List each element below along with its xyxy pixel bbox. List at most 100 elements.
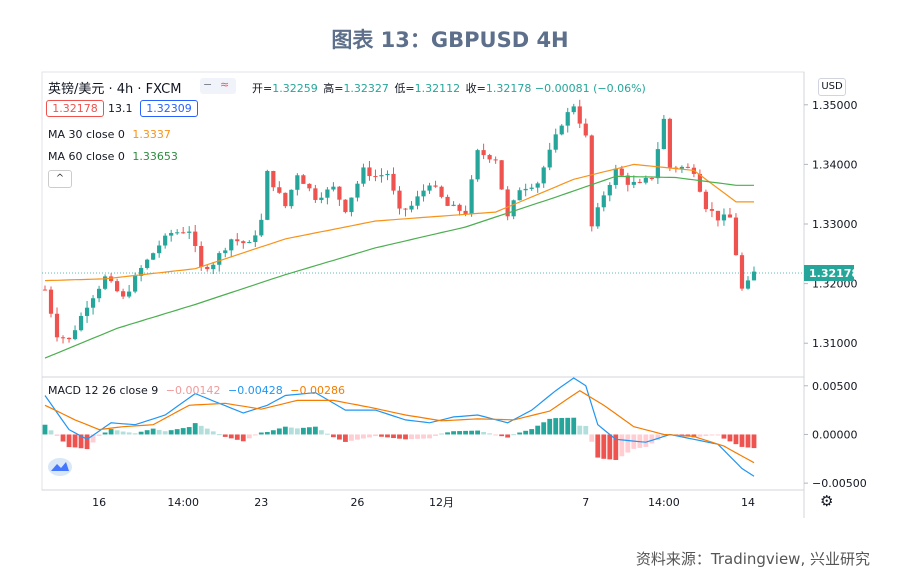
candle-body	[409, 205, 414, 210]
macd-histogram-bar	[174, 429, 180, 435]
macd-histogram-bar	[156, 429, 162, 435]
macd-histogram-bar	[361, 434, 366, 439]
candle-body	[427, 185, 432, 191]
candle-body	[733, 217, 739, 256]
compare-indicator-button[interactable]: − ≈	[200, 78, 236, 94]
settings-gear-icon[interactable]: ⚙	[820, 492, 834, 510]
macd-histogram-bar	[288, 427, 294, 435]
candle-body	[697, 173, 703, 192]
macd-histogram-bar	[745, 434, 751, 448]
macd-histogram-bar	[547, 418, 553, 435]
candle-body	[607, 184, 612, 196]
candle-body	[271, 170, 276, 188]
macd-histogram-bar	[523, 430, 529, 435]
macd-histogram-bar	[90, 434, 96, 443]
candle-body	[433, 185, 438, 187]
candle-body	[54, 313, 60, 338]
macd-tick-label: 0.00500	[812, 380, 858, 393]
candle-body	[565, 112, 570, 126]
currency-button[interactable]: USD	[818, 78, 846, 96]
candle-body	[655, 149, 660, 179]
candle-body	[643, 178, 648, 183]
candle-body	[523, 188, 528, 191]
open-value: 1.32259	[272, 82, 318, 95]
macd-histogram-bar	[715, 434, 721, 436]
ma60-label: MA 60 close 0	[48, 150, 125, 163]
macd-histogram-bar	[72, 434, 78, 448]
candle-body	[325, 189, 330, 198]
candle-body	[475, 150, 480, 180]
macd-histogram-bar	[120, 431, 126, 435]
macd-histogram-bar	[264, 432, 270, 435]
candle-body	[637, 181, 642, 183]
symbol-legend[interactable]: 英镑/美元 · 4h · FXCM	[48, 82, 182, 97]
tradingview-logo-icon[interactable]	[48, 458, 72, 476]
candle-body	[48, 289, 54, 314]
candle-body	[517, 190, 522, 201]
macd-histogram-bar	[228, 434, 234, 439]
ma60-line	[44, 175, 754, 359]
candle-body	[343, 199, 348, 213]
candle-body	[541, 167, 546, 184]
candle-body	[229, 239, 234, 251]
candle-body	[355, 183, 360, 198]
macd-histogram-bar	[655, 434, 661, 440]
source-note: 资料来源：Tradingview, 兴业研究	[635, 550, 870, 568]
macd-histogram-bar	[697, 434, 703, 437]
macd-histogram-bar	[192, 423, 198, 435]
macd-legend[interactable]: MACD 12 26 close 9 −0.00142 −0.00428 −0.…	[48, 384, 345, 397]
candle-body	[337, 186, 342, 200]
candle-body	[205, 266, 210, 270]
candle-body	[115, 281, 120, 292]
candle-body	[601, 195, 606, 208]
candle-body	[127, 291, 132, 297]
candle-body	[253, 235, 258, 243]
candle-body	[217, 253, 222, 265]
macd-histogram-bar	[445, 432, 450, 435]
candle-body	[589, 135, 594, 227]
candle-body	[439, 186, 444, 197]
candle-body	[529, 187, 534, 189]
ma30-legend[interactable]: MA 30 close 0 1.3337	[48, 128, 171, 141]
candle-body	[223, 250, 228, 254]
macd-histogram-bar	[739, 434, 745, 447]
candle-body	[313, 188, 318, 200]
candle-body	[151, 253, 156, 260]
candle-body	[415, 196, 420, 206]
candle-body	[163, 235, 168, 246]
bid-button[interactable]: 1.32178	[46, 100, 104, 117]
macd-histogram-bar	[367, 434, 372, 438]
time-tick-label: 14	[741, 496, 755, 509]
ma30-value: 1.3337	[132, 128, 171, 141]
macd-histogram-bar	[487, 433, 493, 435]
macd-histogram-bar	[619, 434, 625, 457]
ask-button[interactable]: 1.32309	[140, 100, 198, 117]
macd-histogram-bar	[751, 434, 757, 449]
macd-histogram-bar	[421, 434, 426, 439]
macd-histogram-bar	[349, 434, 354, 441]
candle-body	[493, 159, 498, 161]
macd-histogram-bar	[300, 427, 306, 435]
low-value: 1.32112	[414, 82, 461, 95]
logo-wave-icon	[51, 462, 69, 471]
candle-body	[349, 197, 354, 213]
candle-body	[709, 209, 715, 211]
macd-histogram-bar	[475, 430, 481, 435]
macd-line-value: −0.00428	[228, 384, 283, 397]
macd-histogram-bar	[553, 418, 559, 435]
candle-body	[625, 175, 630, 185]
collapse-legend-button[interactable]: ^	[48, 170, 72, 188]
candle-body	[403, 208, 408, 210]
price-tick-label: 1.35000	[812, 99, 858, 112]
macd-histogram-bar	[649, 434, 655, 444]
time-tick-label: 16	[92, 496, 106, 509]
ma60-legend[interactable]: MA 60 close 0 1.33653	[48, 150, 178, 163]
macd-histogram-bar	[613, 434, 619, 460]
open-label: 开=	[252, 82, 273, 95]
candle-body	[289, 189, 294, 207]
candle-body	[469, 179, 474, 214]
macd-histogram-bar	[337, 434, 342, 440]
macd-histogram-bar	[108, 429, 114, 435]
candle-body	[547, 149, 552, 168]
